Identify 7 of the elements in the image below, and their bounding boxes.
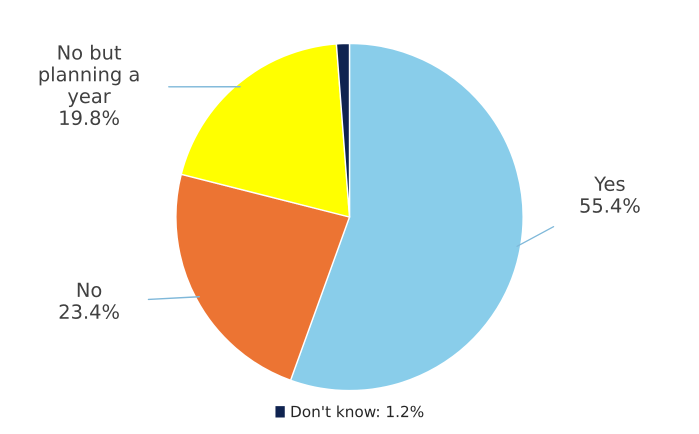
data-label: 55.4% [580, 198, 640, 213]
slice-label: Yes [594, 176, 625, 192]
legend-label: Don't know: 1.2% [292, 405, 424, 418]
data-label: 23.4% [60, 304, 119, 319]
slice-label: No but planning a year [40, 44, 139, 108]
slice-label: No [78, 282, 102, 298]
data-label: 19.8% [60, 110, 119, 126]
